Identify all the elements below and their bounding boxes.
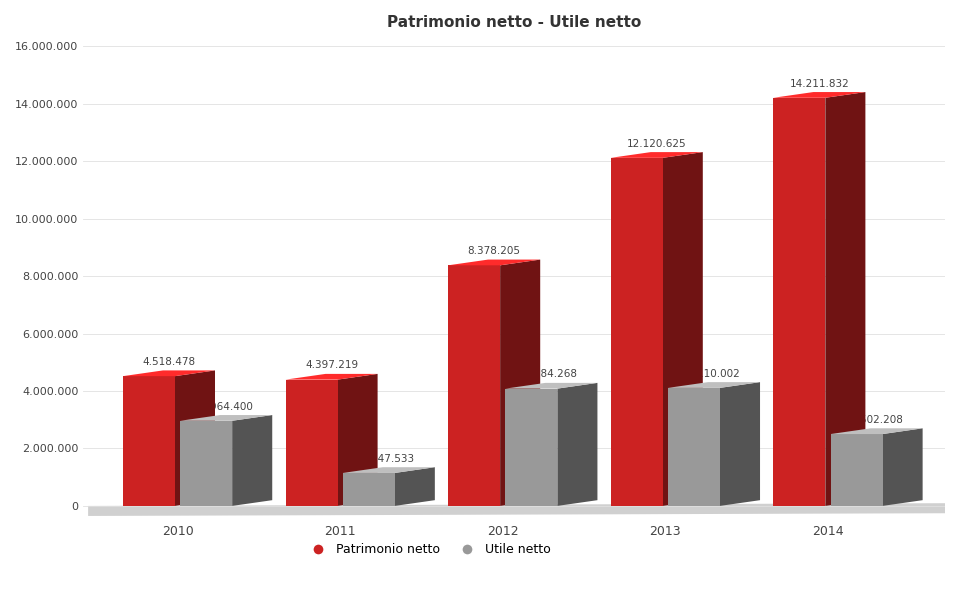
Polygon shape: [505, 389, 558, 506]
Polygon shape: [505, 383, 597, 389]
Polygon shape: [175, 370, 215, 506]
Polygon shape: [285, 379, 338, 506]
Polygon shape: [180, 415, 273, 421]
Polygon shape: [123, 370, 215, 376]
Polygon shape: [662, 152, 703, 506]
Text: 4.084.268: 4.084.268: [525, 370, 578, 379]
Text: 4.110.002: 4.110.002: [687, 368, 740, 379]
Polygon shape: [774, 92, 865, 98]
Polygon shape: [180, 421, 232, 506]
Polygon shape: [720, 382, 760, 506]
Polygon shape: [88, 503, 960, 516]
Text: 2.964.400: 2.964.400: [200, 402, 252, 411]
Polygon shape: [882, 428, 923, 506]
Polygon shape: [448, 265, 500, 506]
Polygon shape: [826, 92, 865, 506]
Polygon shape: [500, 259, 540, 506]
Polygon shape: [774, 98, 826, 506]
Polygon shape: [232, 415, 273, 506]
Polygon shape: [668, 388, 720, 506]
Text: 1.147.533: 1.147.533: [362, 454, 416, 464]
Polygon shape: [830, 428, 923, 434]
Polygon shape: [611, 152, 703, 158]
Text: 4.397.219: 4.397.219: [305, 360, 358, 370]
Polygon shape: [338, 374, 377, 506]
Polygon shape: [668, 382, 760, 388]
Title: Patrimonio netto - Utile netto: Patrimonio netto - Utile netto: [387, 15, 641, 30]
Polygon shape: [343, 467, 435, 473]
Text: 12.120.625: 12.120.625: [627, 139, 686, 149]
Text: 8.378.205: 8.378.205: [468, 246, 520, 256]
Text: 4.518.478: 4.518.478: [142, 357, 196, 367]
Text: 14.211.832: 14.211.832: [789, 78, 850, 89]
Polygon shape: [395, 467, 435, 506]
Polygon shape: [558, 383, 597, 506]
Polygon shape: [611, 158, 662, 506]
Polygon shape: [285, 374, 377, 379]
Polygon shape: [448, 259, 540, 265]
Polygon shape: [343, 473, 395, 506]
Polygon shape: [830, 434, 882, 506]
Polygon shape: [123, 376, 175, 506]
Text: 2.502.208: 2.502.208: [851, 415, 903, 425]
Legend: Patrimonio netto, Utile netto: Patrimonio netto, Utile netto: [300, 538, 555, 562]
